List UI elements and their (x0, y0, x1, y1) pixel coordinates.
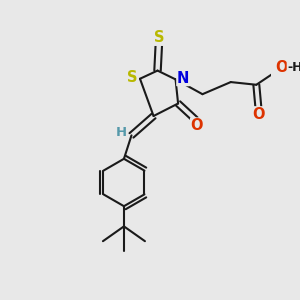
Text: N: N (177, 70, 189, 86)
Text: -H: -H (287, 61, 300, 74)
Text: O: O (252, 107, 265, 122)
Text: S: S (127, 70, 138, 85)
Text: O: O (276, 60, 288, 75)
Text: O: O (191, 118, 203, 133)
Text: S: S (154, 30, 164, 45)
Text: H: H (116, 126, 127, 139)
